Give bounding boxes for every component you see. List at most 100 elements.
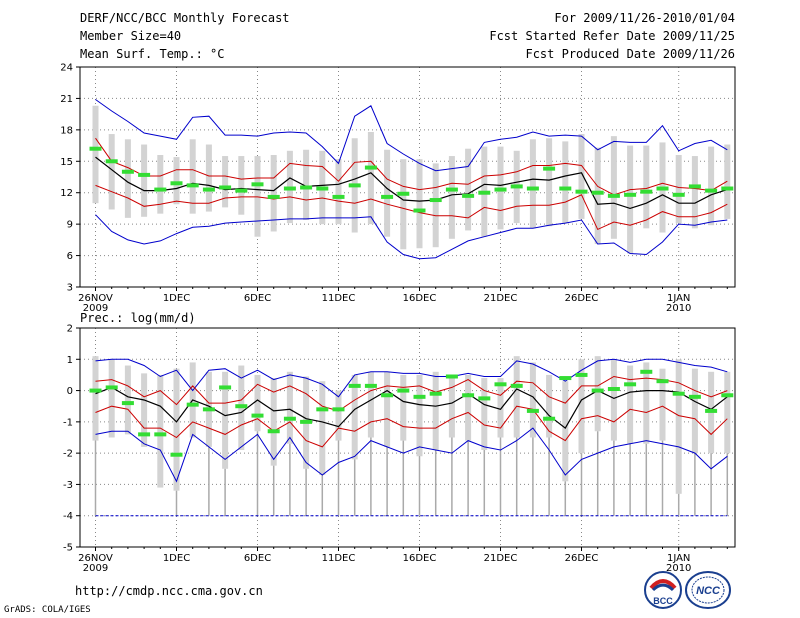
temp-box bbox=[448, 156, 455, 239]
prec-median-mark bbox=[478, 396, 491, 401]
prec-median-mark bbox=[591, 388, 604, 393]
prec-median-mark bbox=[413, 394, 426, 399]
temp-median-mark bbox=[219, 185, 232, 190]
ncc-logo-text: NCC bbox=[696, 585, 721, 597]
temp-upper-line bbox=[95, 137, 728, 196]
prec-median-mark bbox=[105, 385, 118, 390]
prec-box bbox=[416, 374, 423, 457]
temp-box bbox=[594, 147, 601, 245]
temp-median-mark bbox=[316, 186, 329, 191]
prec-median-mark bbox=[429, 391, 442, 396]
temp-box bbox=[643, 145, 650, 229]
prec-median-mark bbox=[267, 429, 280, 434]
prec-median-mark bbox=[332, 407, 345, 412]
prec-box bbox=[254, 374, 261, 432]
temp-median-mark bbox=[300, 185, 313, 190]
temp-xtick-sublabel: 2009 bbox=[83, 303, 108, 314]
prec-lower-line bbox=[95, 405, 728, 448]
temp-ytick-label: 3 bbox=[67, 283, 73, 294]
temp-xtick-label: 26NOV bbox=[78, 293, 113, 304]
prec-box bbox=[367, 371, 374, 438]
prec-xtick-label: 26NOV bbox=[78, 553, 113, 564]
temp-box bbox=[254, 156, 261, 237]
prec-box bbox=[448, 374, 455, 438]
prec-median-mark bbox=[543, 416, 556, 421]
prec-median-mark bbox=[154, 432, 167, 437]
prec-median-mark bbox=[202, 407, 215, 412]
temp-xtick-label: 6DEC bbox=[244, 293, 271, 304]
prec-median-mark bbox=[219, 385, 232, 390]
temp-box bbox=[157, 155, 164, 214]
prec-box bbox=[335, 390, 342, 441]
temp-box bbox=[303, 149, 310, 220]
temp-median-mark bbox=[381, 194, 394, 199]
temp-xtick-label: 1JAN bbox=[667, 293, 690, 304]
temp-box bbox=[546, 138, 553, 227]
temp-median-mark bbox=[559, 186, 572, 191]
temp-ytick-label: 24 bbox=[60, 63, 73, 74]
prec-box bbox=[108, 359, 115, 438]
temp-median-mark bbox=[656, 186, 669, 191]
prec-median-mark bbox=[575, 372, 588, 377]
prec-median-mark bbox=[705, 408, 718, 413]
bcc-logo-text: BCC bbox=[653, 596, 673, 606]
temp-box bbox=[189, 139, 196, 214]
prec-ytick-label: -3 bbox=[63, 480, 73, 491]
temp-box bbox=[384, 149, 391, 237]
prec-box bbox=[465, 374, 472, 441]
prec-box bbox=[497, 378, 504, 438]
prec-median-mark bbox=[89, 388, 102, 393]
footer-url[interactable]: http://cmdp.ncc.cma.gov.cn bbox=[75, 584, 263, 598]
prec-xtick-sublabel: 2009 bbox=[83, 563, 108, 574]
temp-median-mark bbox=[267, 194, 280, 199]
prec-box bbox=[724, 371, 731, 454]
prec-xtick-label: 6DEC bbox=[244, 553, 271, 564]
prec-ytick-label: -4 bbox=[63, 511, 73, 522]
prec-box bbox=[578, 359, 585, 454]
temp-ytick-label: 15 bbox=[60, 157, 73, 168]
prec-median-mark bbox=[607, 387, 620, 392]
temp-median-mark bbox=[591, 190, 604, 195]
prec-box bbox=[400, 374, 407, 441]
temp-median-mark bbox=[138, 172, 151, 177]
grads-credit: GrADS: COLA/IGES bbox=[4, 605, 91, 615]
prec-box bbox=[594, 356, 601, 432]
temp-median-mark bbox=[478, 190, 491, 195]
prec-xtick-label: 1JAN bbox=[667, 553, 690, 564]
temp-box bbox=[173, 157, 180, 205]
prec-xtick-label: 21DEC bbox=[484, 553, 518, 564]
temp-ytick-label: 12 bbox=[60, 188, 73, 199]
prec-median-mark bbox=[494, 382, 507, 387]
prec-median-mark bbox=[300, 419, 313, 424]
prec-box bbox=[610, 359, 617, 441]
temp-min-line bbox=[95, 214, 728, 260]
prec-median-mark bbox=[688, 394, 701, 399]
temp-ytick-label: 21 bbox=[60, 94, 73, 105]
temp-median-mark bbox=[364, 165, 377, 170]
prec-median-mark bbox=[624, 382, 637, 387]
temp-median-mark bbox=[202, 187, 215, 192]
prec-median-mark bbox=[656, 379, 669, 384]
temp-median-mark bbox=[105, 159, 118, 164]
prec-ytick-label: -5 bbox=[63, 543, 73, 554]
temp-box bbox=[335, 159, 342, 225]
temp-median-mark bbox=[186, 183, 199, 188]
prec-box bbox=[141, 373, 148, 447]
prec-max-line bbox=[95, 358, 728, 398]
temp-box bbox=[416, 159, 423, 249]
refer-date: Fcst Started Refer Date 2009/11/25 bbox=[489, 29, 735, 43]
temp-median-mark bbox=[445, 187, 458, 192]
temp-xtick-label: 26DEC bbox=[565, 293, 599, 304]
prec-box bbox=[384, 371, 391, 447]
temp-ytick-label: 9 bbox=[67, 220, 73, 231]
prec-median-mark bbox=[348, 383, 361, 388]
prec-xtick-label: 26DEC bbox=[565, 553, 599, 564]
prec-box bbox=[270, 378, 277, 466]
ncc-logo: NCC bbox=[684, 570, 732, 610]
prec-median-mark bbox=[364, 383, 377, 388]
prec-median-mark bbox=[445, 374, 458, 379]
precip-title: Prec.: log(mm/d) bbox=[80, 311, 196, 325]
forecast-period: For 2009/11/26-2010/01/04 bbox=[554, 11, 735, 25]
prec-box bbox=[173, 368, 180, 491]
prec-ytick-label: 1 bbox=[67, 355, 73, 366]
